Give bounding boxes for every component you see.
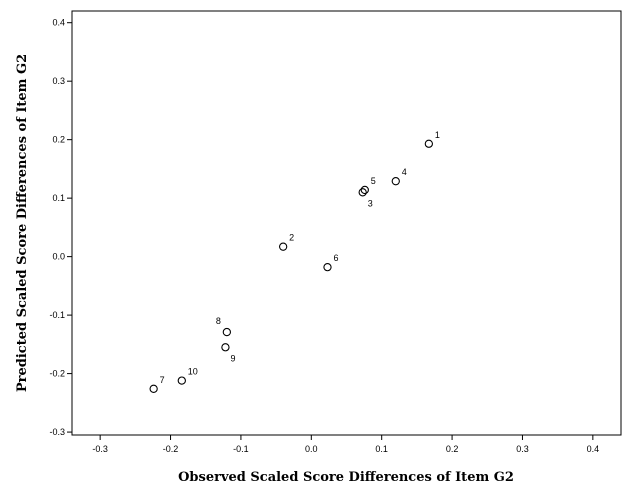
x-axis-ticks: -0.3 -0.2 -0.1 0.0 0.1 0.2 0.3 0.4 <box>92 435 599 454</box>
scatter-point <box>358 188 367 197</box>
scatter-point <box>222 327 231 337</box>
x-tick-label: 0.4 <box>587 444 600 454</box>
point-label: 10 <box>188 367 198 377</box>
x-tick-label: -0.1 <box>233 444 249 454</box>
x-tick-label: 0.2 <box>446 444 459 454</box>
point-label: 5 <box>371 176 376 186</box>
scatter-point <box>221 343 230 352</box>
point-label: 1 <box>435 130 440 140</box>
point-label: 7 <box>160 375 165 385</box>
x-tick-label: 0.3 <box>516 444 529 454</box>
point-label: 3 <box>368 198 373 208</box>
y-axis-title: Predicted Scaled Score Differences of It… <box>15 54 30 392</box>
y-tick-label: -0.2 <box>49 369 65 379</box>
point-label: 6 <box>333 253 338 263</box>
scatter-point <box>424 139 433 148</box>
y-tick-label: 0.1 <box>52 193 65 203</box>
x-tick-label: -0.2 <box>163 444 179 454</box>
y-tick-label: -0.1 <box>49 310 65 320</box>
scatter-point <box>279 242 288 251</box>
scatter-point <box>177 376 186 385</box>
scatter-point <box>323 263 332 272</box>
point-label: 8 <box>216 316 221 326</box>
y-tick-label: 0.3 <box>52 76 65 86</box>
point-label: 2 <box>289 233 294 243</box>
y-tick-label: -0.3 <box>49 427 65 437</box>
x-tick-label: -0.3 <box>92 444 108 454</box>
y-tick-label: 0.4 <box>52 18 65 28</box>
scatter-point <box>149 384 158 393</box>
data-points: 1 2 3 4 5 6 7 8 9 10 <box>149 130 440 393</box>
y-tick-label: 0.0 <box>52 252 65 262</box>
scatter-point <box>391 177 400 186</box>
scatter-point <box>360 185 369 195</box>
x-tick-label: 0.0 <box>305 444 318 454</box>
x-tick-label: 0.1 <box>375 444 388 454</box>
point-label: 4 <box>402 167 407 177</box>
point-label: 9 <box>230 353 235 363</box>
y-tick-label: 0.2 <box>52 135 65 145</box>
plot-frame <box>71 10 622 436</box>
x-axis-title: Observed Scaled Score Differences of Ite… <box>178 470 514 485</box>
y-axis-ticks: -0.3 -0.2 -0.1 0.0 0.1 0.2 0.3 0.4 <box>49 18 72 437</box>
